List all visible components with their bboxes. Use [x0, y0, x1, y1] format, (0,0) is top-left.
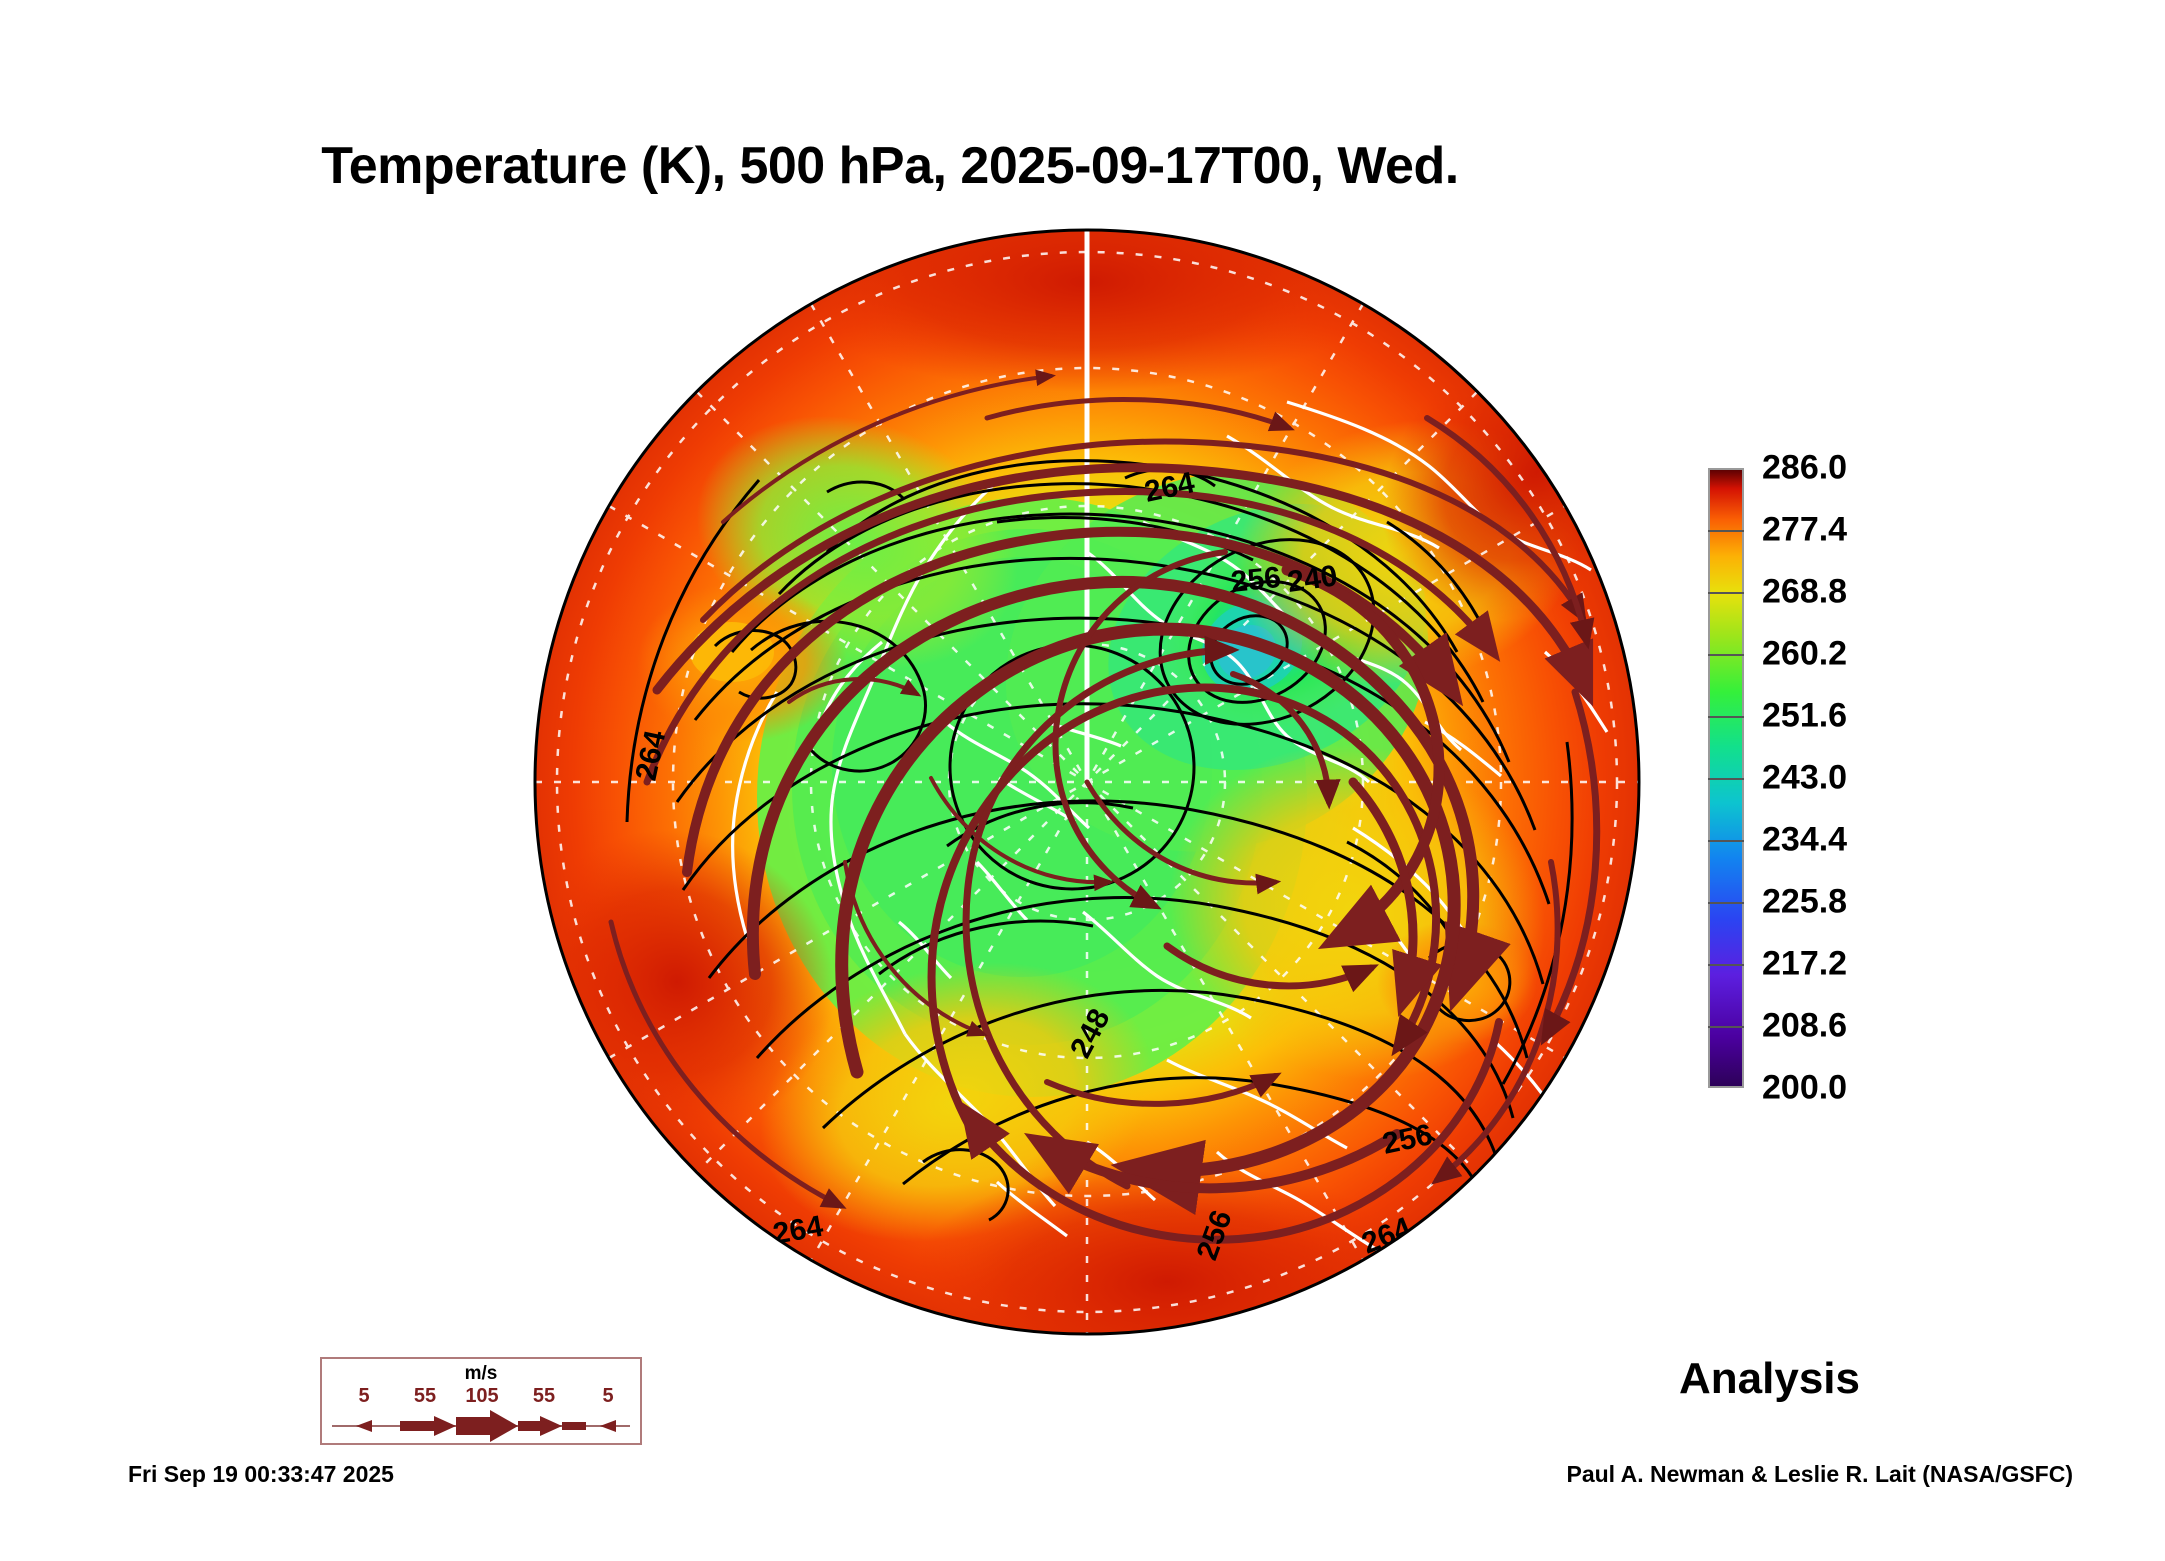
contour-label-240: 240 [1285, 559, 1339, 599]
wind-speed-legend: m/s 5 55 105 55 5 [320, 1357, 642, 1445]
wind-legend-value: 5 [602, 1385, 614, 1407]
colorbar-tick-label: 243.0 [1762, 758, 1848, 797]
colorbar-tick-label: 286.0 [1762, 448, 1848, 487]
page-title: Temperature (K), 500 hPa, 2025-09-17T00,… [321, 137, 1459, 195]
colorbar-tick-label: 260.2 [1762, 634, 1848, 673]
wind-legend-value: 5 [358, 1385, 370, 1407]
wind-legend-arrow-scale [332, 1410, 630, 1442]
wind-streamlines [608, 369, 1601, 1244]
colorbar-tick-label: 277.4 [1762, 510, 1848, 549]
colorbar: 286.0 277.4 268.8 260.2 251.6 243.0 234.4 225.8… [1700, 449, 2120, 1107]
wind-legend-value: 55 [532, 1385, 556, 1407]
colorbar-tick [1708, 592, 1744, 594]
colorbar-tick [1708, 530, 1744, 532]
colorbar-tick [1708, 654, 1744, 656]
colorbar-tick-label: 268.8 [1762, 572, 1848, 611]
colorbar-tick [1708, 1026, 1744, 1028]
colorbar-tick-label: 251.6 [1762, 696, 1848, 735]
colorbar-tick-label: 200.0 [1762, 1068, 1848, 1107]
colorbar-tick [1708, 964, 1744, 966]
author-credit: Paul A. Newman & Leslie R. Lait (NASA/GS… [1566, 1461, 2073, 1487]
colorbar-tick-label: 225.8 [1762, 882, 1848, 921]
generation-timestamp: Fri Sep 19 00:33:47 2025 [128, 1461, 394, 1487]
wind-legend-unit-label: m/s [464, 1363, 498, 1384]
contour-label-272-e: 272 [1578, 1027, 1624, 1084]
colorbar-tick-label: 217.2 [1762, 944, 1848, 983]
colorbar-tick-label: 234.4 [1762, 820, 1848, 859]
colorbar-tick [1708, 716, 1744, 718]
colorbar-ticks [1708, 468, 1744, 1088]
colorbar-tick [1708, 778, 1744, 780]
colorbar-tick [1708, 902, 1744, 904]
globe-outline [533, 228, 1641, 1336]
hot-rim-s [907, 1162, 1427, 1334]
analysis-label: Analysis [1679, 1354, 1860, 1403]
wind-legend-value: 105 [465, 1385, 499, 1407]
map-field: 264 256 240 240 264 248 256 264 256 264 … [535, 230, 1639, 1334]
wind-legend-value: 55 [413, 1385, 437, 1407]
colorbar-tick-label: 208.6 [1762, 1006, 1848, 1045]
polar-map-panel: 264 256 240 240 264 248 256 264 256 264 … [527, 222, 1647, 1342]
colorbar-tick [1708, 840, 1744, 842]
contour-label-256-n: 256 [1229, 561, 1282, 599]
colorbar-labels: 286.0 277.4 268.8 260.2 251.6 243.0 234.4 225.8… [1762, 449, 2102, 1107]
polar-stereographic-map: 264 256 240 240 264 248 256 264 256 264 … [533, 228, 1641, 1336]
